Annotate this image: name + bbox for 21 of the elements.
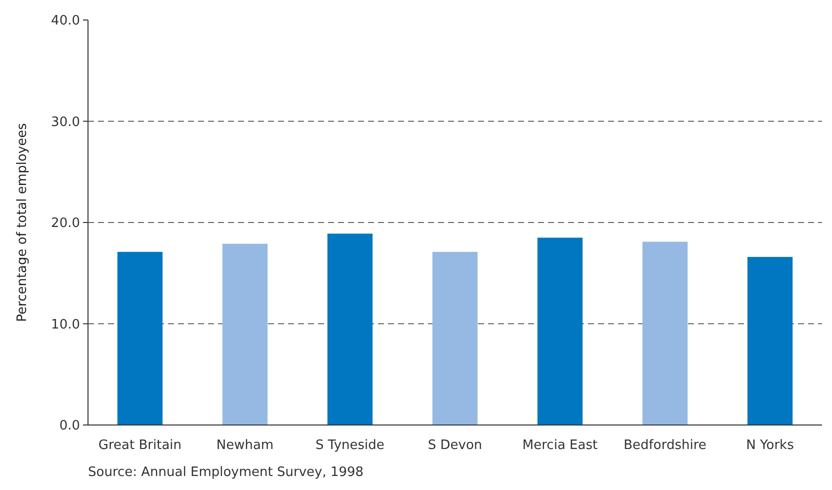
bar xyxy=(642,242,688,425)
x-tick-label: Newham xyxy=(216,438,274,453)
x-tick-label: Bedfordshire xyxy=(624,438,706,453)
x-tick-label: S Tyneside xyxy=(316,438,384,453)
y-axis-title: Percentage of total employees xyxy=(15,122,30,322)
bar xyxy=(222,244,268,425)
x-tick-label: Great Britain xyxy=(98,438,182,453)
bar xyxy=(747,256,793,425)
y-tick-label: 0.0 xyxy=(59,418,80,434)
x-tick-label: Mercia East xyxy=(522,438,598,453)
x-tick-label: N Yorks xyxy=(746,438,794,453)
bar xyxy=(117,252,163,425)
source-note: Source: Annual Employment Survey, 1998 xyxy=(88,465,364,480)
x-tick-label: S Devon xyxy=(428,438,482,453)
y-tick-label: 10.0 xyxy=(51,317,80,332)
bar xyxy=(327,234,373,425)
y-tick-label: 30.0 xyxy=(51,114,80,130)
y-tick-label: 20.0 xyxy=(51,216,80,232)
y-tick-label: 40.0 xyxy=(51,14,80,29)
bar xyxy=(537,238,583,425)
bar xyxy=(432,252,478,425)
